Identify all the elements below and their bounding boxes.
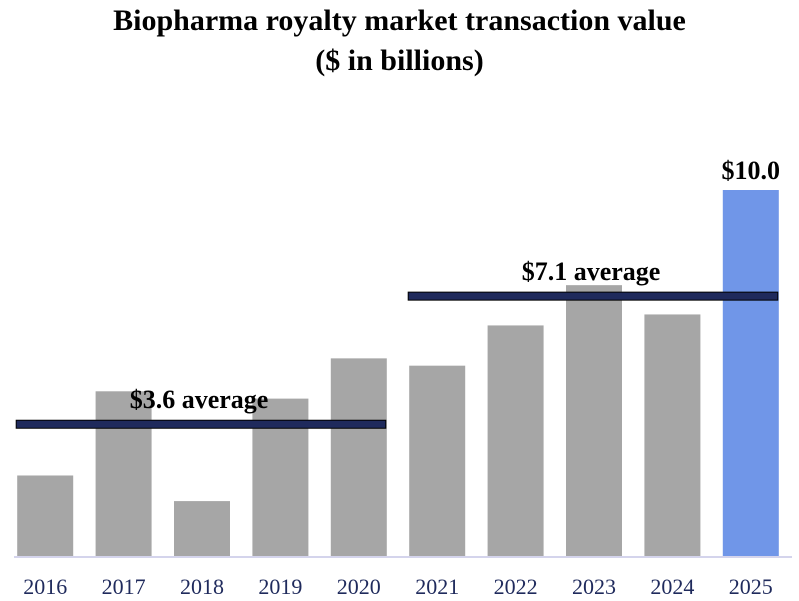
bar-2020 [330,358,387,556]
average-label-1: $3.6 average [130,385,269,414]
chart-title: Biopharma royalty market transaction val… [113,4,686,37]
tick-label-2019: 2019 [258,574,302,599]
tick-label-2021: 2021 [415,574,459,599]
bar-2021 [409,365,466,556]
bar-2018 [174,501,230,556]
bar-2017 [95,391,152,556]
tick-label-2020: 2020 [337,574,381,599]
tick-label-2016: 2016 [23,574,67,599]
tick-label-2022: 2022 [494,574,538,599]
average-line-1 [15,419,387,429]
bar-2024 [644,314,701,556]
tick-label-2018: 2018 [180,574,224,599]
data-label-2025: $10.0 [722,156,781,185]
chart-subtitle: ($ in billions) [315,44,484,77]
average-label-2: $7.1 average [522,257,661,286]
bar-2016 [17,475,74,556]
average-line-2 [407,291,779,301]
tick-label-2024: 2024 [650,574,694,599]
bar-2023 [566,285,622,556]
bar-2025 [722,190,779,556]
tick-label-2017: 2017 [102,574,146,599]
tick-label-2025: 2025 [729,574,773,599]
bar-2022 [487,325,544,556]
tick-label-2023: 2023 [572,574,616,599]
